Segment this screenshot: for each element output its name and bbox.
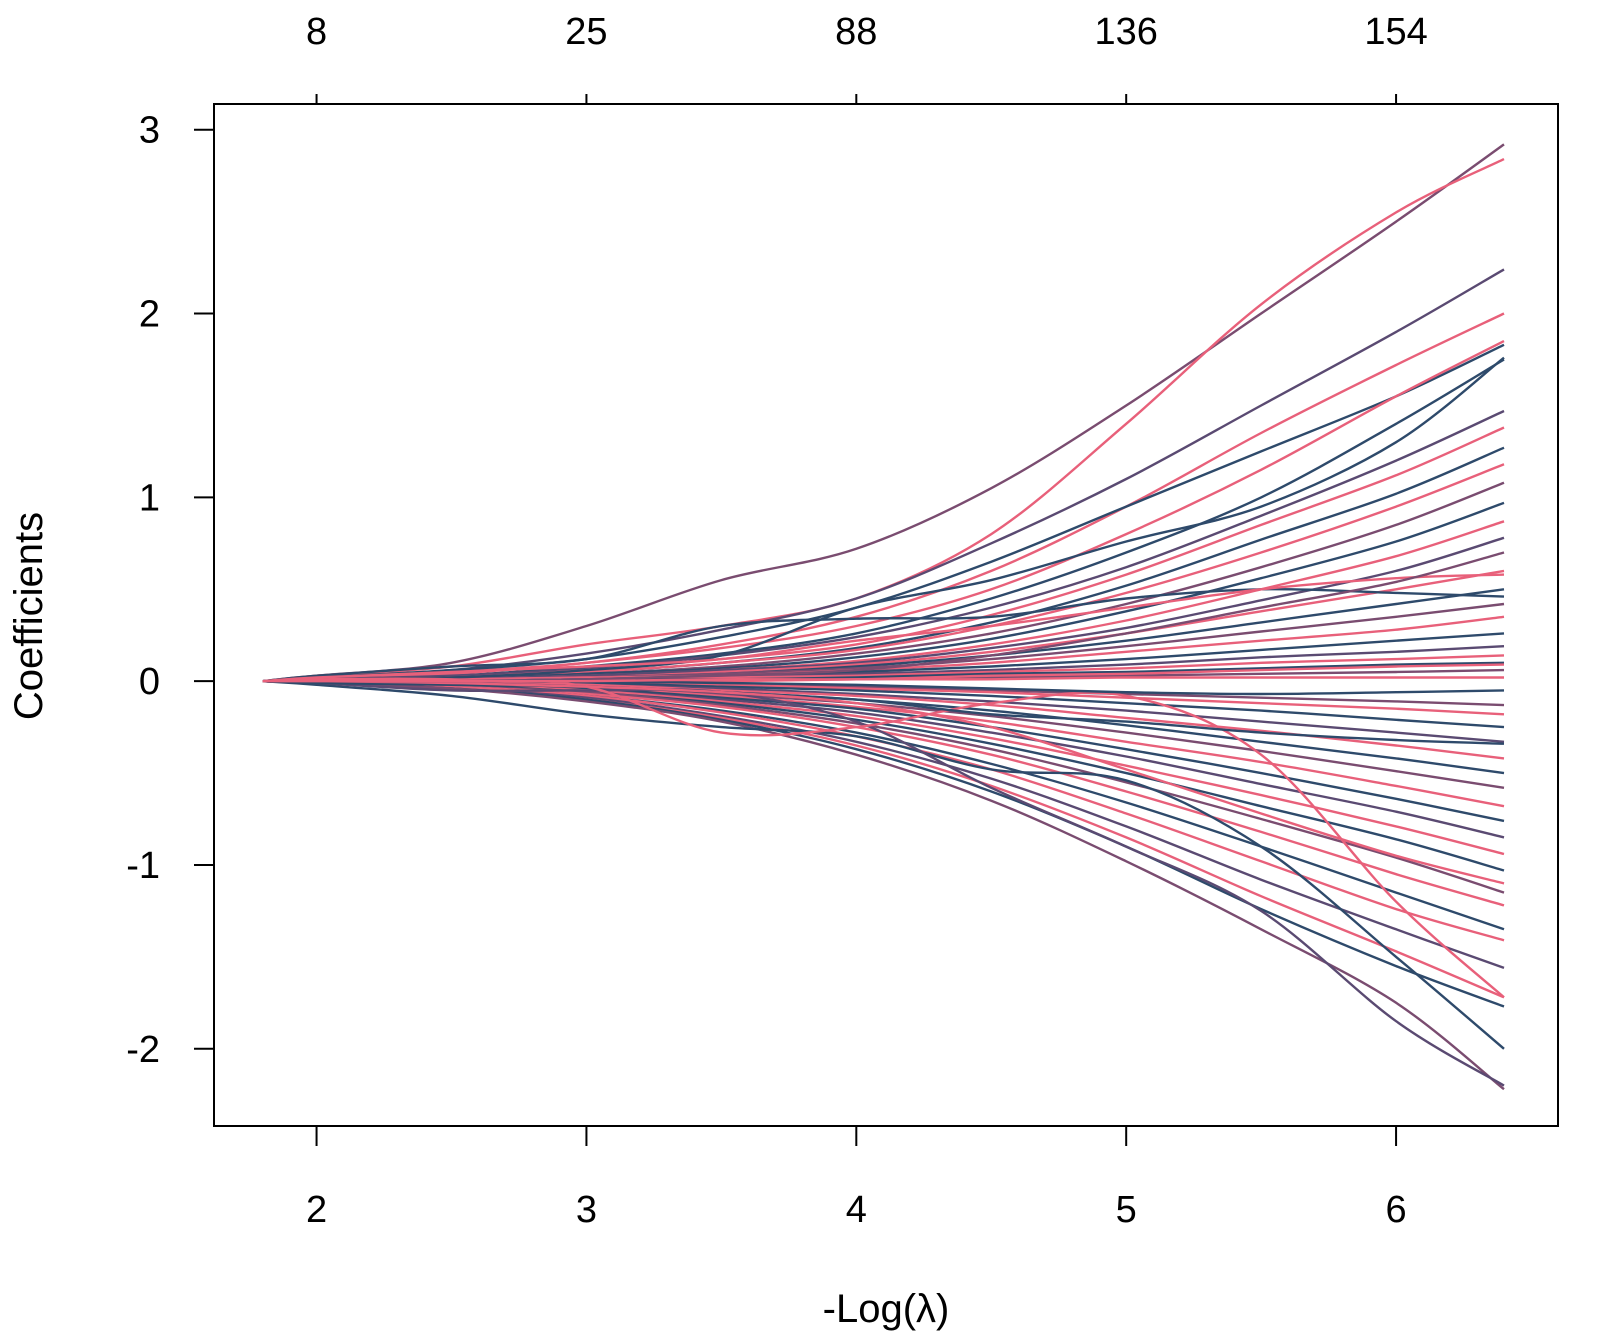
coefficient-line-27 (262, 356, 1505, 683)
x-tick-label: 2 (306, 1189, 327, 1231)
top-tick-label: 25 (565, 11, 607, 53)
y-tick-label: -1 (126, 845, 160, 887)
coefficient-line-43 (262, 680, 1505, 931)
y-axis-label: Coefficients (7, 512, 51, 720)
y-tick-label: -2 (126, 1029, 160, 1071)
coefficient-line-49 (262, 680, 1505, 1050)
x-tick-label: 3 (576, 1189, 597, 1231)
coefficient-lines (262, 143, 1505, 1091)
coefficient-line-52 (262, 680, 1505, 745)
coefficient-line-8 (262, 409, 1505, 683)
y-tick-label: 1 (139, 477, 160, 519)
coefficient-line-5 (262, 343, 1505, 683)
coefficient-line-1 (262, 143, 1505, 683)
top-tick-label: 8 (306, 11, 327, 53)
axes: 2 3 4 5 6 8 25 88 136 154 -2 -1 0 1 2 3 (126, 11, 1428, 1231)
coefficient-line-53 (262, 679, 1505, 885)
x-axis-label: -Log(λ) (823, 1287, 950, 1331)
top-tick-label: 136 (1094, 11, 1157, 53)
coefficient-line-50 (262, 680, 1505, 1087)
coefficient-line-56 (262, 663, 1505, 683)
plot-frame (213, 103, 1559, 1127)
x-tick-label: 4 (846, 1189, 867, 1231)
coefficient-line-7 (262, 340, 1505, 683)
coefficient-line-26 (262, 587, 1505, 683)
coefficient-line-11 (262, 463, 1505, 683)
top-tick-label: 88 (835, 11, 877, 53)
y-tick-label: 2 (139, 294, 160, 336)
top-tick-label: 154 (1364, 11, 1427, 53)
coefficient-line-12 (262, 481, 1505, 683)
y-tick-label: 3 (139, 110, 160, 152)
x-tick-label: 6 (1386, 1189, 1407, 1231)
coefficient-line-48 (262, 680, 1505, 1091)
coefficient-line-28 (262, 573, 1505, 683)
y-tick-label: 0 (139, 661, 160, 703)
x-tick-label: 5 (1116, 1189, 1137, 1231)
coefficient-line-51 (262, 677, 1505, 999)
